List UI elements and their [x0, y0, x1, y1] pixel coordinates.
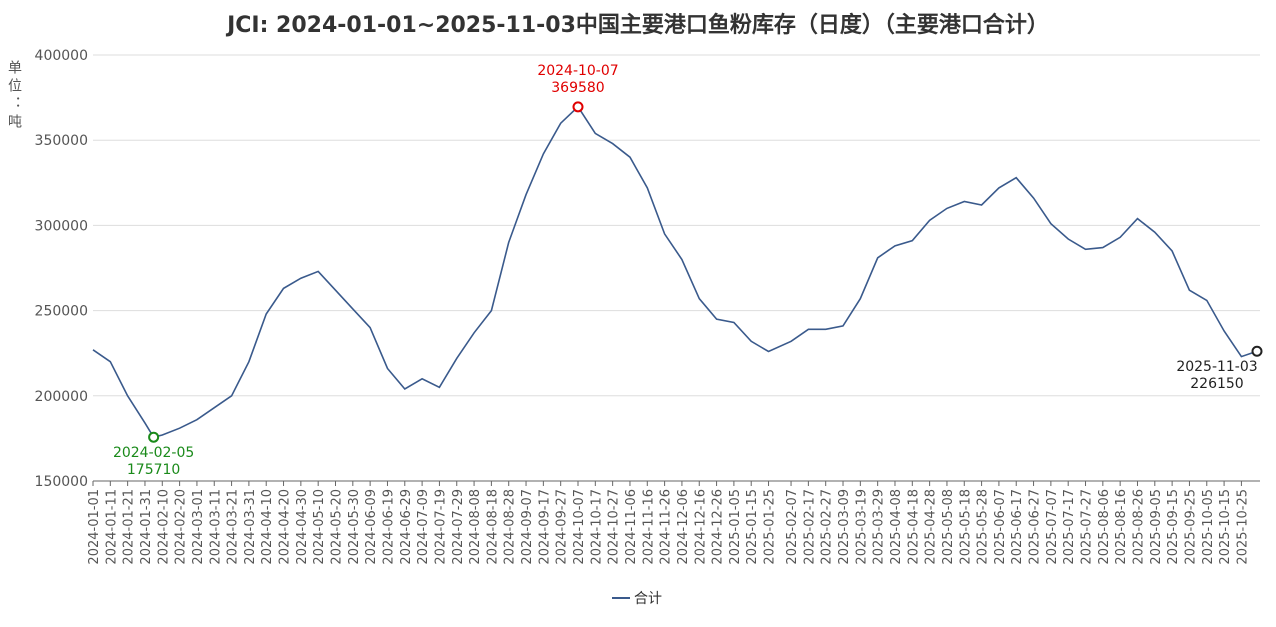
- x-tick-label: 2025-08-26: [1131, 489, 1146, 565]
- x-tick-label: 2025-04-28: [924, 489, 939, 565]
- y-tick-label: 350000: [35, 133, 88, 149]
- x-tick-label: 2024-02-20: [174, 489, 189, 565]
- annotation-marker: [148, 431, 160, 443]
- x-tick-label: 2024-07-09: [416, 489, 431, 565]
- x-tick-label: 2025-10-05: [1201, 489, 1216, 565]
- chart-title: JCI: 2024-01-01~2025-11-03中国主要港口鱼粉库存（日度）…: [225, 12, 1049, 38]
- x-tick-label: 2025-07-17: [1062, 489, 1077, 565]
- x-tick-label: 2024-01-21: [122, 489, 137, 565]
- x-tick-label: 2024-06-29: [399, 489, 414, 565]
- x-tick-label: 2024-06-09: [364, 489, 379, 565]
- x-tick-label: 2024-03-21: [226, 489, 241, 565]
- x-tick-label: 2025-03-29: [872, 489, 887, 565]
- annotation-date: 2024-02-05: [113, 445, 194, 461]
- x-tick-label: 2024-12-06: [676, 489, 691, 565]
- y-tick-label: 300000: [35, 218, 88, 234]
- x-tick-label: 2024-05-20: [330, 489, 345, 565]
- x-tick-label: 2025-07-27: [1080, 489, 1095, 565]
- annotation-value: 175710: [127, 462, 180, 478]
- x-tick-label: 2024-08-18: [485, 489, 500, 565]
- x-tick-label: 2024-03-31: [243, 489, 258, 565]
- x-tick-label: 2024-10-27: [607, 489, 622, 565]
- x-tick-label: 2024-11-06: [624, 489, 639, 565]
- x-tick-label: 2025-04-18: [906, 489, 921, 565]
- x-tick-label: 2024-01-31: [139, 489, 154, 565]
- x-tick-label: 2024-09-07: [520, 489, 535, 565]
- x-tick-label: 2024-08-08: [468, 489, 483, 565]
- x-tick-label: 2025-09-15: [1166, 489, 1181, 565]
- x-tick-label: 2025-10-15: [1218, 489, 1233, 565]
- x-tick-label: 2025-06-27: [1028, 489, 1043, 565]
- x-tick-label: 2024-07-19: [433, 489, 448, 565]
- x-tick-label: 2025-02-27: [820, 489, 835, 565]
- x-tick-label: 2024-04-10: [260, 489, 275, 565]
- x-tick-label: 2024-04-30: [295, 489, 310, 565]
- annotation-marker: [1251, 345, 1263, 357]
- x-tick-label: 2024-07-29: [451, 489, 466, 565]
- x-tick-label: 2025-05-18: [958, 489, 973, 565]
- x-tick-label: 2025-09-25: [1183, 489, 1198, 565]
- x-tick-label: 2025-07-07: [1045, 489, 1060, 565]
- x-tick-label: 2024-10-17: [589, 489, 604, 565]
- x-tick-label: 2024-02-10: [156, 489, 171, 565]
- y-tick-label: 250000: [35, 304, 88, 320]
- x-tick-label: 2025-08-16: [1114, 489, 1129, 565]
- x-tick-label: 2025-06-07: [993, 489, 1008, 565]
- x-tick-label: 2024-06-19: [381, 489, 396, 565]
- y-tick-label: 400000: [35, 48, 88, 64]
- annotation-date: 2024-10-07: [537, 63, 618, 79]
- x-tick-label: 2024-09-27: [555, 489, 570, 565]
- y-axis-label: 单位：吨: [6, 60, 22, 132]
- annotation-value: 369580: [551, 80, 604, 96]
- y-tick-label: 150000: [35, 474, 88, 490]
- x-tick-label: 2025-03-09: [837, 489, 852, 565]
- x-tick-label: 2025-03-19: [854, 489, 869, 565]
- annotation-date: 2025-11-03: [1176, 359, 1257, 375]
- x-tick-label: 2025-02-17: [802, 489, 817, 565]
- x-tick-label: 2024-04-20: [278, 489, 293, 565]
- x-tick-label: 2024-10-07: [572, 489, 587, 565]
- x-tick-label: 2025-04-08: [889, 489, 904, 565]
- x-tick-label: 2024-12-26: [711, 489, 726, 565]
- x-tick-label: 2024-03-11: [208, 489, 223, 565]
- x-tick-label: 2025-09-05: [1149, 489, 1164, 565]
- x-tick-label: 2025-10-25: [1235, 489, 1250, 565]
- x-tick-label: 2024-12-16: [693, 489, 708, 565]
- x-tick-label: 2025-08-06: [1097, 489, 1112, 565]
- x-tick-label: 2024-05-30: [347, 489, 362, 565]
- x-tick-label: 2024-09-17: [537, 489, 552, 565]
- x-tick-label: 2025-02-07: [785, 489, 800, 565]
- x-tick-label: 2025-06-17: [1010, 489, 1025, 565]
- x-tick-label: 2024-05-10: [312, 489, 327, 565]
- x-tick-label: 2025-05-08: [941, 489, 956, 565]
- y-tick-label: 200000: [35, 389, 88, 405]
- annotation-value: 226150: [1190, 376, 1243, 392]
- x-tick-label: 2024-01-01: [87, 489, 102, 565]
- x-tick-label: 2025-01-15: [745, 489, 760, 565]
- x-tick-label: 2024-08-28: [503, 489, 518, 565]
- x-tick-label: 2024-01-11: [104, 489, 119, 565]
- x-tick-label: 2025-01-05: [728, 489, 743, 565]
- x-tick-label: 2025-01-25: [763, 489, 778, 565]
- x-tick-label: 2024-11-26: [659, 489, 674, 565]
- legend-label: 合计: [634, 591, 662, 607]
- x-tick-label: 2025-05-28: [976, 489, 991, 565]
- annotation-marker: [572, 101, 584, 113]
- x-tick-label: 2024-03-01: [191, 489, 206, 565]
- series-line: [92, 105, 1258, 439]
- x-tick-label: 2024-11-16: [641, 489, 656, 565]
